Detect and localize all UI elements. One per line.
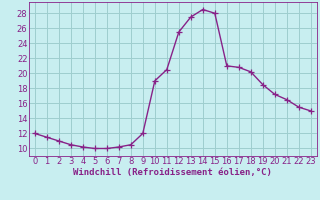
X-axis label: Windchill (Refroidissement éolien,°C): Windchill (Refroidissement éolien,°C) bbox=[73, 168, 272, 177]
